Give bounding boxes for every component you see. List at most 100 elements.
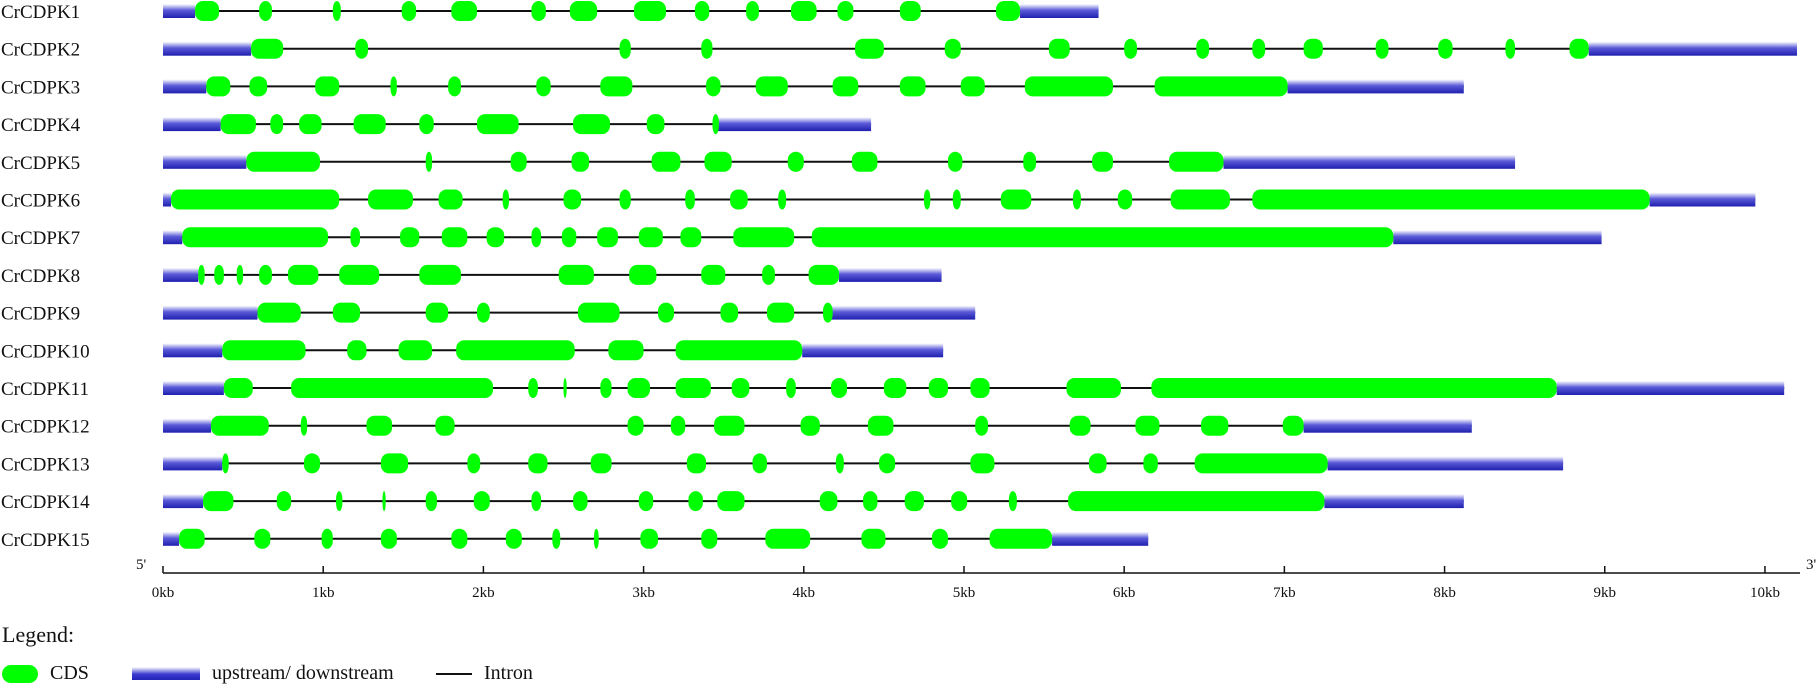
cds-segment [720, 302, 739, 323]
kb-scale-axis: 0kb 1kb 2kb 3kb 4kb 5kb 6kb 7kb 8kb 9kb 10kb [152, 566, 1800, 601]
cds-segment [441, 227, 468, 248]
legend-cds-label: CDS [50, 662, 89, 684]
tick-label: 8kb [1433, 585, 1456, 601]
cds-segment [899, 1, 921, 21]
cds-segment [1000, 189, 1032, 210]
cds-segment [1088, 453, 1107, 474]
utr-segment [1327, 456, 1564, 471]
cds-segment [206, 76, 231, 97]
utr-segment [163, 418, 212, 433]
cds-segment [651, 151, 681, 172]
cds-segment [339, 264, 380, 285]
cds-segment [573, 491, 588, 512]
cds-segment [694, 1, 710, 21]
cds-segment [590, 453, 612, 474]
utr-segment [163, 230, 183, 245]
cds-segment [627, 415, 644, 436]
cds-segment [1143, 453, 1158, 474]
cds-segment [1282, 415, 1304, 436]
utr-segment [1020, 4, 1099, 18]
cds-segment [259, 264, 272, 285]
cds-segment [171, 189, 340, 210]
cds-segment [563, 378, 567, 398]
utr-segment [163, 154, 247, 169]
utr-segment [1303, 418, 1472, 433]
cds-segment [214, 264, 224, 285]
tick-label: 9kb [1594, 585, 1617, 601]
cds-segment [1024, 76, 1113, 97]
cds-segment [619, 189, 631, 210]
cds-segment [688, 491, 703, 512]
gene-track-crcdpk5: CrCDPK5 [1, 151, 1516, 174]
gene-label: CrCDPK6 [1, 191, 80, 212]
cds-segment [835, 453, 844, 474]
utr-segment [163, 117, 221, 132]
cds-segment [670, 415, 686, 436]
cds-segment [347, 340, 367, 361]
cds-segment [368, 189, 413, 210]
gene-label: CrCDPK4 [1, 115, 81, 136]
cds-segment [800, 415, 820, 436]
cds-segment [819, 491, 838, 512]
gene-track-crcdpk1: CrCDPK1 [1, 1, 1099, 23]
cds-segment [786, 378, 796, 398]
cds-segment [505, 528, 522, 549]
utr-segment [1324, 494, 1464, 509]
cds-segment [823, 302, 833, 323]
cds-segment [321, 528, 333, 549]
cds-segment [704, 151, 732, 172]
cds-segment [571, 151, 590, 172]
utr-segment [163, 79, 207, 94]
cds-segment [438, 189, 463, 210]
gene-track-crcdpk6: CrCDPK6 [1, 189, 1756, 212]
three-prime-label: 3' [1806, 557, 1817, 573]
tick-label: 10kb [1750, 585, 1780, 601]
gene-structure-diagram: CrCDPK1 CrCDPK2 CrCDPK3 CrCDPK4 CrCDPK5 CrCDP… [1, 1, 1817, 601]
cds-segment [746, 1, 759, 21]
cds-segment [451, 1, 477, 21]
gene-label: CrCDPK5 [1, 153, 80, 174]
cds-segment [1135, 415, 1160, 436]
cds-segment [400, 227, 420, 248]
cds-segment [531, 1, 546, 21]
cds-segment [179, 528, 205, 549]
cds-segment [685, 189, 695, 210]
gene-track-crcdpk14: CrCDPK14 [1, 491, 1464, 513]
cds-segment [448, 76, 461, 97]
cds-segment [486, 227, 505, 248]
gene-track-crcdpk11: CrCDPK11 [1, 378, 1785, 400]
gene-label: CrCDPK1 [1, 2, 80, 23]
utr-segment [714, 117, 872, 132]
cds-segment [451, 528, 468, 549]
cds-segment [249, 76, 268, 97]
gene-label: CrCDPK7 [1, 228, 80, 249]
gene-label: CrCDPK12 [1, 417, 90, 438]
cds-segment [254, 528, 271, 549]
cds-segment [1008, 491, 1017, 512]
cds-segment [259, 1, 272, 21]
cds-segment [569, 1, 598, 21]
cds-segment [1048, 38, 1070, 59]
gene-label: CrCDPK2 [1, 40, 80, 61]
cds-segment [257, 302, 301, 323]
cds-segment [536, 76, 551, 97]
cds-segment [832, 76, 859, 97]
cds-segment [762, 264, 775, 285]
cds-segment [287, 264, 319, 285]
gene-track-crcdpk10: CrCDPK10 [1, 340, 944, 362]
cds-segment [222, 340, 306, 361]
utr-segment [163, 192, 172, 207]
utr-segment [163, 456, 223, 471]
utr-segment [163, 531, 180, 546]
gene-label: CrCDPK13 [1, 454, 90, 475]
utr-segment [1556, 381, 1785, 395]
utr-segment [163, 381, 224, 395]
gene-track-crcdpk7: CrCDPK7 [1, 227, 1602, 249]
utr-segment [163, 4, 196, 18]
cds-segment [633, 1, 667, 21]
cds-segment [627, 378, 650, 398]
cds-segment [299, 114, 322, 135]
cds-segment [303, 453, 320, 474]
cds-segment [947, 151, 963, 172]
gene-label: CrCDPK15 [1, 530, 90, 551]
